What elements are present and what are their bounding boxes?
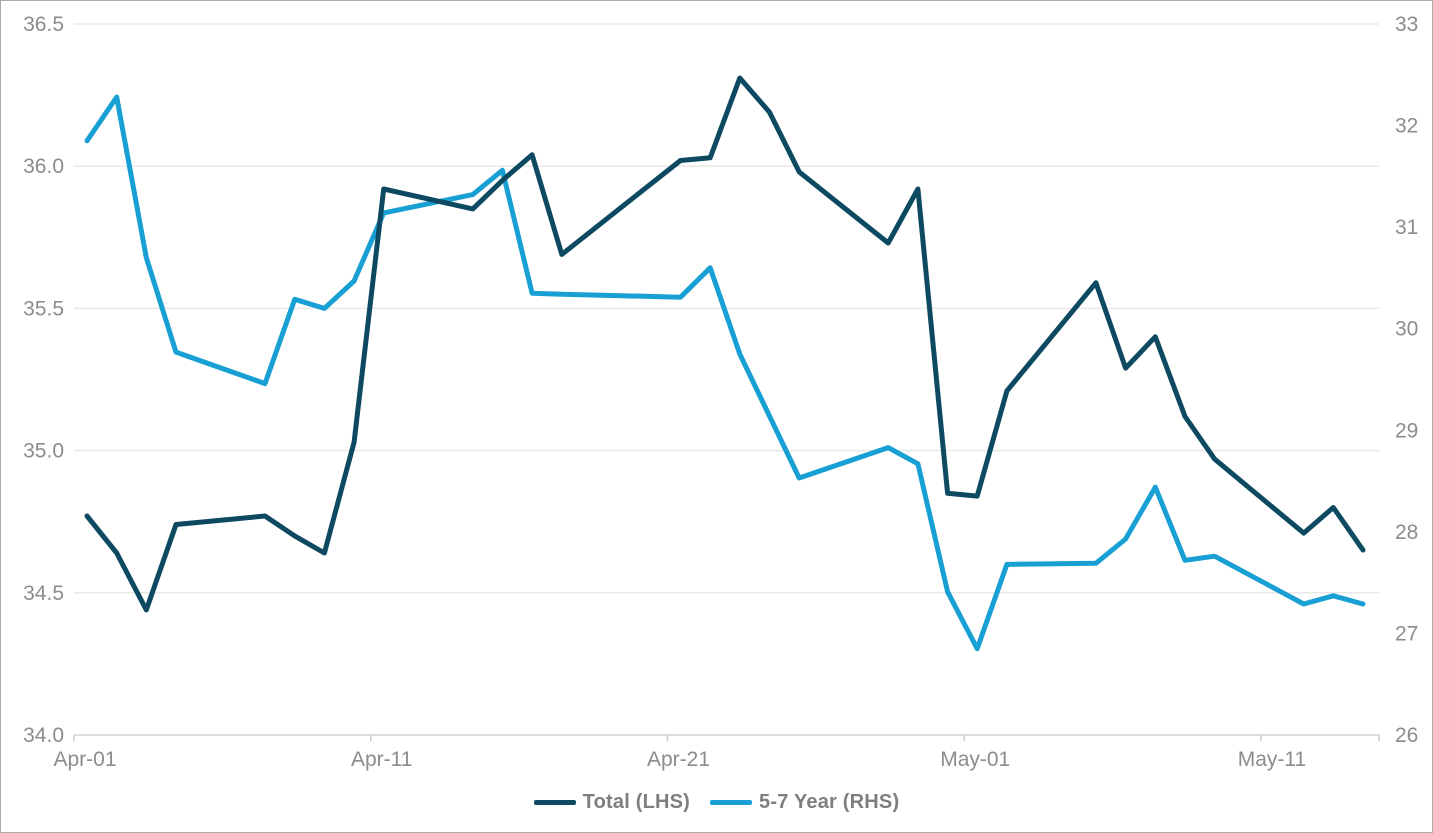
series-line-5-7-year [84,94,1366,652]
x-axis-label: Apr-21 [647,748,710,771]
y-axis-label-right: 26 [1395,724,1418,747]
legend-line-swatch-total [533,799,576,805]
legend-item-total: Total (LHS) [533,790,691,814]
legend-line-swatch-5-7-year [710,799,753,805]
y-axis-label-right: 27 [1395,622,1418,645]
y-axis-label-left: 34.5 [23,582,64,605]
y-axis-label-right: 29 [1395,419,1418,442]
x-axis-label: May-11 [1238,748,1306,771]
y-axis-label-right: 31 [1395,216,1418,239]
y-axis-label-right: 28 [1395,521,1418,544]
legend: Total (LHS) 5-7 Year (RHS) [1,787,1432,817]
legend-label-5-7-year: 5-7 Year (RHS) [759,790,900,813]
y-axis-label-left: 36.0 [23,155,64,178]
y-axis-label-left: 34.0 [23,724,64,747]
x-axis-label: Apr-11 [351,748,412,771]
legend-label-total: Total (LHS) [582,790,691,813]
series-line-total [84,75,1366,613]
y-axis-label-left: 36.5 [23,13,64,36]
x-axis-label: Apr-01 [53,748,116,771]
y-axis-label-right: 32 [1395,115,1418,138]
y-axis-label-right: 33 [1395,13,1418,36]
x-axis-label: May-01 [940,748,1010,771]
legend-item-5-7-year: 5-7 Year (RHS) [710,791,899,814]
y-axis-label-left: 35.0 [23,440,64,463]
y-axis-label-left: 35.5 [23,297,64,320]
y-axis-label-right: 30 [1395,318,1418,341]
